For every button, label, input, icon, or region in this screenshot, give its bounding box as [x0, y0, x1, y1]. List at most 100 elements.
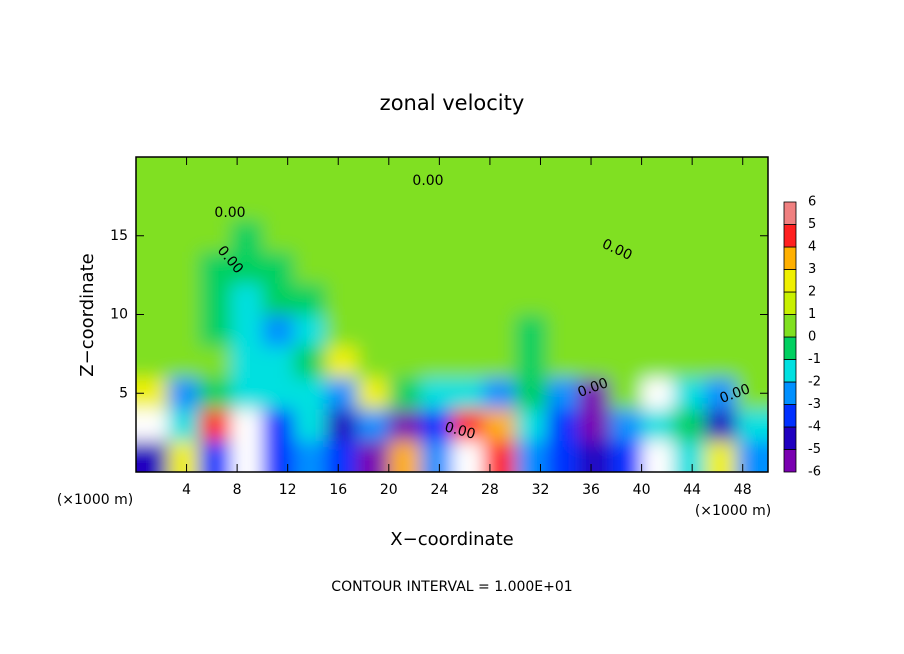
field-cell: [546, 157, 579, 189]
field-cell: [641, 157, 674, 189]
field-cell: [483, 188, 516, 221]
field-cell: [673, 157, 706, 189]
field-cell: [641, 346, 674, 378]
colorbar-box: [783, 269, 797, 293]
footer-note: CONTOUR INTERVAL = 1.000E+01: [331, 579, 572, 595]
x-tick-label: 28: [481, 482, 499, 498]
field-cell: [199, 409, 232, 441]
field-cell: [294, 377, 327, 410]
field-cell: [673, 220, 706, 252]
field-cell: [294, 409, 327, 441]
field-cell: [515, 251, 548, 284]
field-cell: [167, 440, 200, 472]
colorbar-label: 5: [808, 217, 816, 232]
colorbar-label: -1: [808, 352, 821, 367]
field-cell: [736, 188, 768, 221]
colorbar-label: 0: [808, 330, 816, 345]
colorbar-label: -5: [808, 442, 821, 457]
field-cell: [199, 440, 232, 472]
field-cell: [610, 409, 643, 441]
field-cell: [578, 377, 611, 410]
field-cell: [515, 440, 548, 472]
field-cell: [673, 314, 706, 347]
field-cell: [641, 314, 674, 347]
field-cell: [452, 283, 485, 315]
colorbar-label: -3: [808, 397, 821, 412]
field-cell: [610, 440, 643, 472]
field-cell: [230, 409, 263, 441]
field-cell: [546, 409, 579, 441]
field-cell: [230, 314, 263, 347]
colorbar-box: [783, 224, 797, 248]
field-cell: [357, 188, 390, 221]
field-cell: [230, 440, 263, 472]
colorbar-box: [783, 381, 797, 405]
x-axis-label: X−coordinate: [390, 529, 513, 550]
field-cell: [325, 346, 358, 378]
field: [136, 157, 768, 472]
field-cell: [452, 377, 485, 410]
field-cell: [325, 440, 358, 472]
field-cell: [325, 283, 358, 315]
field-cell: [704, 377, 737, 410]
field-cell: [199, 283, 232, 315]
field-cell: [262, 220, 295, 252]
colorbar-label: 1: [808, 307, 816, 322]
colorbar-box: [783, 404, 797, 428]
x-tick-label: 48: [734, 482, 752, 498]
field-cell: [388, 220, 421, 252]
field-cell: [420, 409, 453, 441]
field-cell: [420, 377, 453, 410]
field-cell: [704, 251, 737, 284]
field-cell: [641, 188, 674, 221]
field-cell: [546, 188, 579, 221]
field-cell: [641, 440, 674, 472]
field-cell: [357, 283, 390, 315]
field-cell: [452, 314, 485, 347]
field-cell: [420, 314, 453, 347]
field-cell: [515, 346, 548, 378]
field-cell: [420, 283, 453, 315]
field-cell: [452, 251, 485, 284]
field-cell: [294, 220, 327, 252]
field-cell: [230, 283, 263, 315]
field-cell: [262, 283, 295, 315]
field-cell: [515, 409, 548, 441]
field-cell: [483, 220, 516, 252]
field-cell: [610, 377, 643, 410]
field-cell: [704, 409, 737, 441]
x-tick-label: 12: [279, 482, 297, 498]
field-cell: [199, 377, 232, 410]
field-cell: [578, 346, 611, 378]
field-cell: [704, 440, 737, 472]
field-cell: [736, 157, 768, 189]
field-cell: [641, 377, 674, 410]
field-cell: [357, 251, 390, 284]
field-cell: [420, 251, 453, 284]
x-tick-label: 8: [233, 482, 242, 498]
field-cell: [136, 251, 169, 284]
field-cell: [610, 346, 643, 378]
field-cell: [420, 346, 453, 378]
field-cell: [736, 314, 768, 347]
field-cell: [578, 314, 611, 347]
field-cell: [199, 157, 232, 189]
field-cell: [420, 440, 453, 472]
field-cell: [357, 409, 390, 441]
field-cell: [199, 314, 232, 347]
field-cell: [167, 220, 200, 252]
field-cells: [136, 157, 768, 472]
field-cell: [325, 377, 358, 410]
field-cell: [578, 409, 611, 441]
x-tick-label: 24: [430, 482, 448, 498]
field-cell: [357, 314, 390, 347]
field-cell: [325, 409, 358, 441]
field-cell: [388, 377, 421, 410]
y-tick-label: 15: [110, 228, 128, 244]
x-tick-label: 36: [582, 482, 600, 498]
field-cell: [483, 346, 516, 378]
field-cell: [673, 346, 706, 378]
field-cell: [704, 314, 737, 347]
field-cell: [388, 188, 421, 221]
